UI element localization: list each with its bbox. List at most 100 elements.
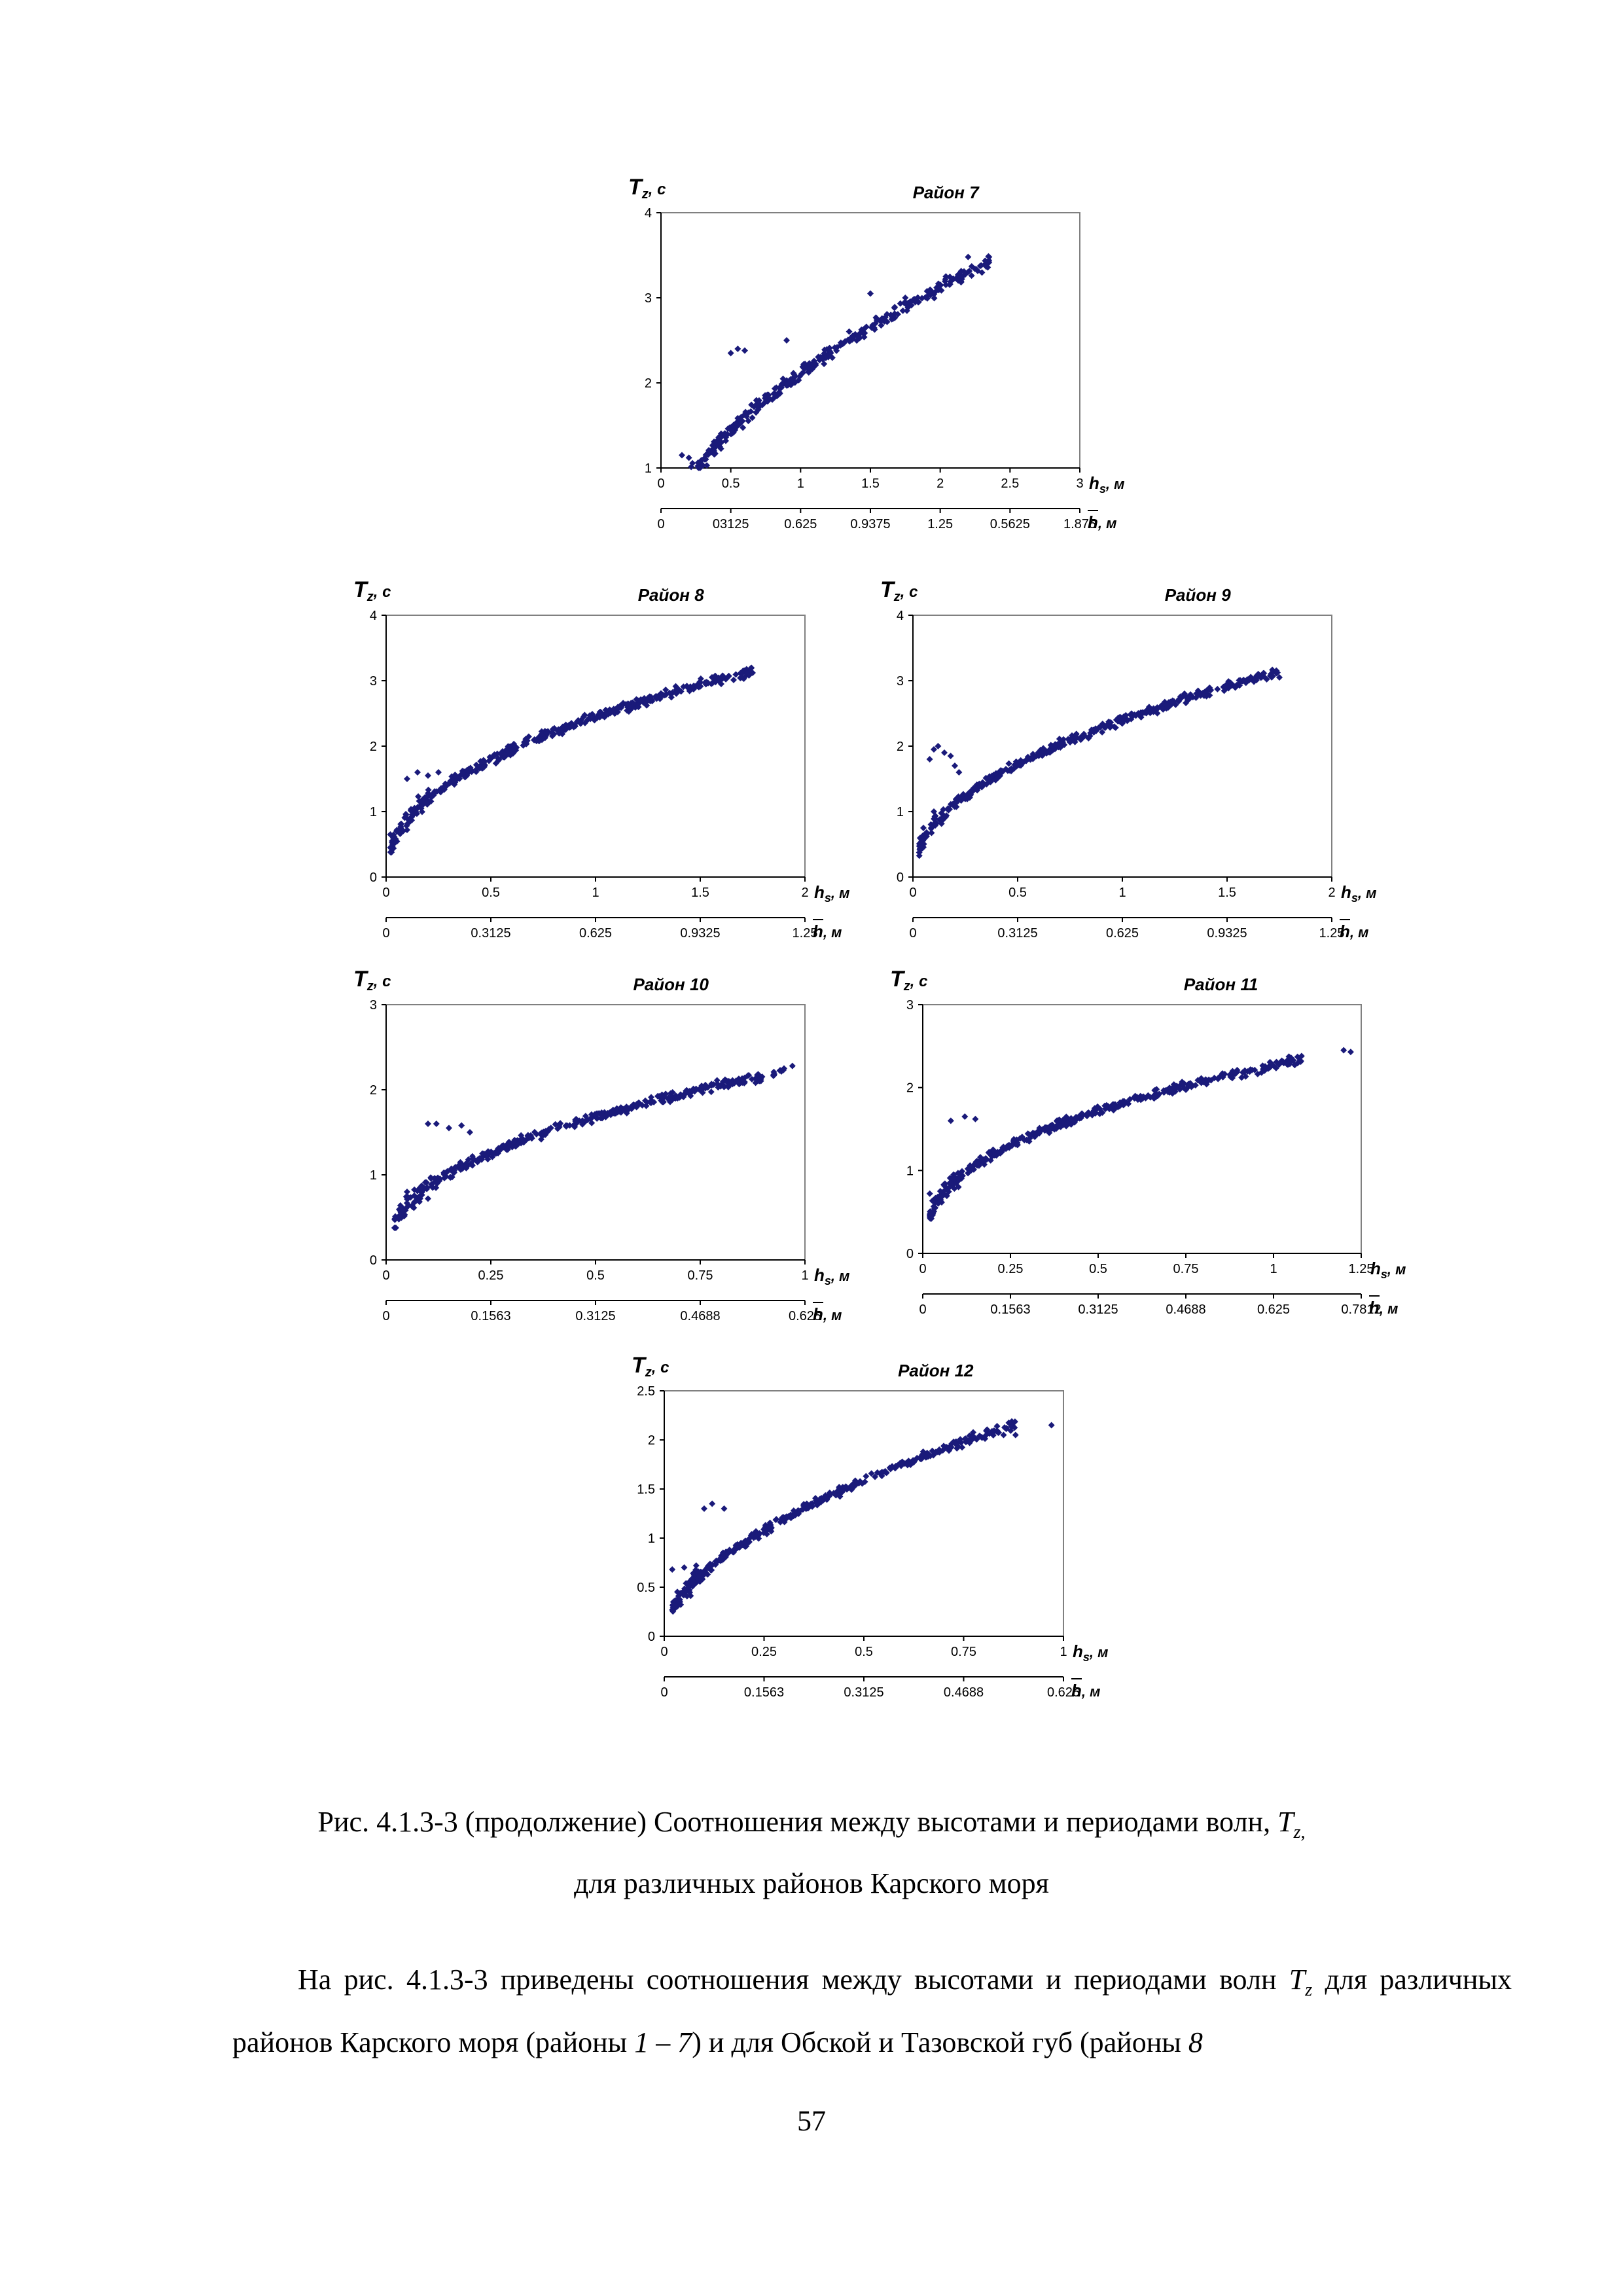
data-point (707, 1088, 715, 1096)
data-point (1236, 677, 1243, 684)
data-point (878, 1469, 885, 1476)
data-point (791, 371, 798, 378)
data-point (404, 776, 410, 782)
data-point (1183, 1086, 1190, 1094)
data-point (681, 1564, 688, 1571)
data-point (692, 1562, 700, 1569)
data-point (723, 1079, 730, 1086)
data-point (659, 1098, 666, 1105)
x-tick-label: 2 (936, 476, 944, 491)
data-point (982, 263, 990, 270)
data-point (594, 1115, 601, 1122)
x2-tick-label: 1.25 (1319, 926, 1345, 941)
data-point (1176, 1086, 1183, 1093)
data-point (967, 789, 974, 797)
y-tick-label: 1 (897, 805, 904, 819)
data-point (623, 1109, 630, 1117)
data-point (1088, 726, 1095, 734)
data-points (669, 1418, 1055, 1615)
data-point (1123, 1099, 1130, 1106)
data-point (718, 681, 724, 687)
data-point (798, 370, 805, 378)
data-point (836, 1488, 843, 1495)
data-point (460, 770, 467, 778)
x-tick-label: 0 (382, 886, 389, 900)
data-point (643, 1102, 650, 1109)
data-point (582, 1113, 589, 1120)
data-point (490, 753, 497, 760)
data-point (796, 1507, 804, 1515)
data-point (581, 711, 588, 719)
data-point (399, 1207, 406, 1214)
data-point (982, 1435, 989, 1443)
data-point (1214, 685, 1221, 692)
data-point (919, 1448, 927, 1456)
data-point (1238, 1074, 1245, 1081)
data-point (724, 431, 731, 438)
data-point (694, 459, 702, 467)
data-point (954, 1175, 961, 1182)
y-tick-label: 1 (370, 805, 377, 819)
data-point (874, 1469, 881, 1476)
data-point (685, 454, 692, 461)
data-point (403, 1200, 410, 1207)
data-point (914, 298, 921, 306)
data-point (704, 1564, 711, 1571)
data-point (540, 733, 547, 740)
data-point (1003, 766, 1010, 773)
data-point (552, 1121, 559, 1128)
data-point (1242, 1073, 1249, 1080)
data-point (861, 1479, 868, 1486)
data-point (461, 774, 469, 781)
data-point (708, 1082, 715, 1089)
data-point (809, 364, 816, 371)
data-point (1022, 757, 1029, 764)
data-point (867, 290, 874, 297)
x2-tick-label: 0.4688 (680, 1309, 720, 1323)
data-point (1132, 712, 1139, 719)
data-point (680, 1592, 687, 1599)
data-point (708, 1566, 715, 1573)
data-point (847, 1482, 855, 1490)
data-point (701, 1505, 707, 1512)
data-point (1126, 1096, 1133, 1103)
x2-axis-label: h, м (1340, 922, 1368, 941)
data-point (1063, 1122, 1070, 1130)
data-point (1170, 1081, 1177, 1088)
data-point (1150, 1095, 1158, 1102)
data-point (1200, 1079, 1207, 1086)
data-point (531, 736, 538, 743)
data-point (448, 1166, 455, 1173)
data-point (648, 1094, 655, 1101)
data-point (1255, 670, 1262, 677)
data-point (805, 1503, 812, 1510)
data-point (690, 1085, 697, 1092)
x-tick-label: 2.5 (1001, 476, 1019, 491)
data-point (1066, 738, 1073, 745)
data-point (1154, 704, 1161, 711)
data-point (588, 1111, 595, 1118)
data-point (1247, 673, 1255, 681)
x2-tick-label: 0.3125 (844, 1685, 883, 1700)
data-point (817, 1498, 825, 1505)
data-point (403, 1204, 410, 1211)
data-point (717, 1554, 724, 1562)
data-point (1096, 1105, 1103, 1113)
data-point (694, 683, 702, 690)
x-axis-label: hs, м (1370, 1259, 1406, 1281)
data-point (832, 1492, 840, 1499)
x2-tick-label: 0.3125 (471, 926, 510, 941)
data-point (401, 814, 408, 821)
data-point (458, 1122, 465, 1129)
data-points (679, 253, 993, 471)
data-point (941, 749, 948, 756)
data-point (767, 1521, 774, 1528)
data-point (1008, 1141, 1015, 1149)
data-point (681, 1090, 688, 1098)
data-point (718, 433, 725, 440)
data-point (932, 1204, 939, 1211)
data-point (926, 1190, 933, 1197)
data-point (556, 1123, 563, 1130)
data-point (520, 1139, 527, 1146)
data-point (423, 1184, 431, 1191)
